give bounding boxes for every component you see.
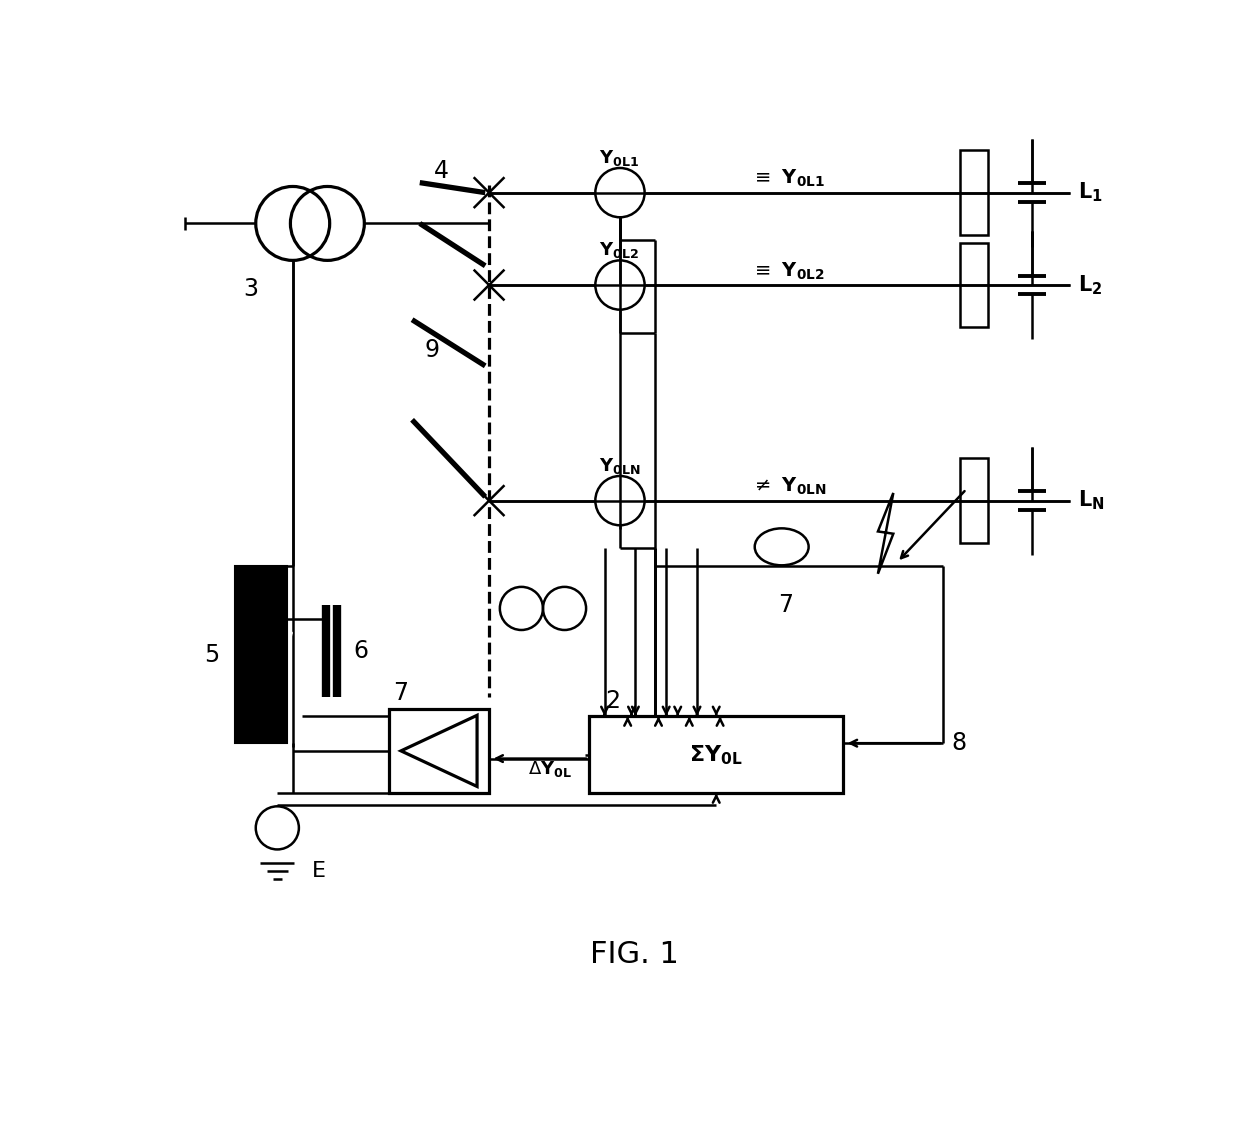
Text: E: E <box>312 861 326 881</box>
Text: $\mathbf{\Sigma Y_{0L}}$: $\mathbf{\Sigma Y_{0L}}$ <box>689 743 743 767</box>
Text: $\mathbf{L_N}$: $\mathbf{L_N}$ <box>1078 489 1105 513</box>
Bar <box>960 459 987 543</box>
Text: 2: 2 <box>605 689 620 713</box>
Text: $\mathbf{Y_{0L2}}$: $\mathbf{Y_{0L2}}$ <box>600 241 639 261</box>
Text: 5: 5 <box>204 643 219 667</box>
Text: 9: 9 <box>425 338 440 362</box>
Text: $\equiv$ $\mathbf{Y_{0L1}}$: $\equiv$ $\mathbf{Y_{0L1}}$ <box>751 169 825 190</box>
Text: 4: 4 <box>434 160 449 183</box>
Text: $\Delta\mathbf{Y_{0L}}$: $\Delta\mathbf{Y_{0L}}$ <box>528 760 571 779</box>
Text: $\mathbf{L_2}$: $\mathbf{L_2}$ <box>1078 273 1103 297</box>
Text: FIG. 1: FIG. 1 <box>590 941 679 969</box>
Text: 3: 3 <box>243 277 258 301</box>
Bar <box>235 566 287 743</box>
Bar <box>960 243 987 327</box>
Text: 6: 6 <box>353 638 368 663</box>
Text: 7: 7 <box>778 592 793 617</box>
Bar <box>960 151 987 235</box>
Bar <box>389 708 489 794</box>
Text: 8: 8 <box>952 732 966 755</box>
Text: 7: 7 <box>393 681 408 705</box>
Text: $\mathbf{L_1}$: $\mathbf{L_1}$ <box>1078 181 1103 205</box>
Text: $\equiv$ $\mathbf{Y_{0L2}}$: $\equiv$ $\mathbf{Y_{0L2}}$ <box>751 261 824 282</box>
Text: $\neq$ $\mathbf{Y_{0LN}}$: $\neq$ $\mathbf{Y_{0LN}}$ <box>751 477 826 498</box>
Bar <box>590 716 844 794</box>
Text: $\mathbf{Y_{0L1}}$: $\mathbf{Y_{0L1}}$ <box>600 148 639 167</box>
Text: $\mathbf{Y_{0LN}}$: $\mathbf{Y_{0LN}}$ <box>600 456 641 475</box>
